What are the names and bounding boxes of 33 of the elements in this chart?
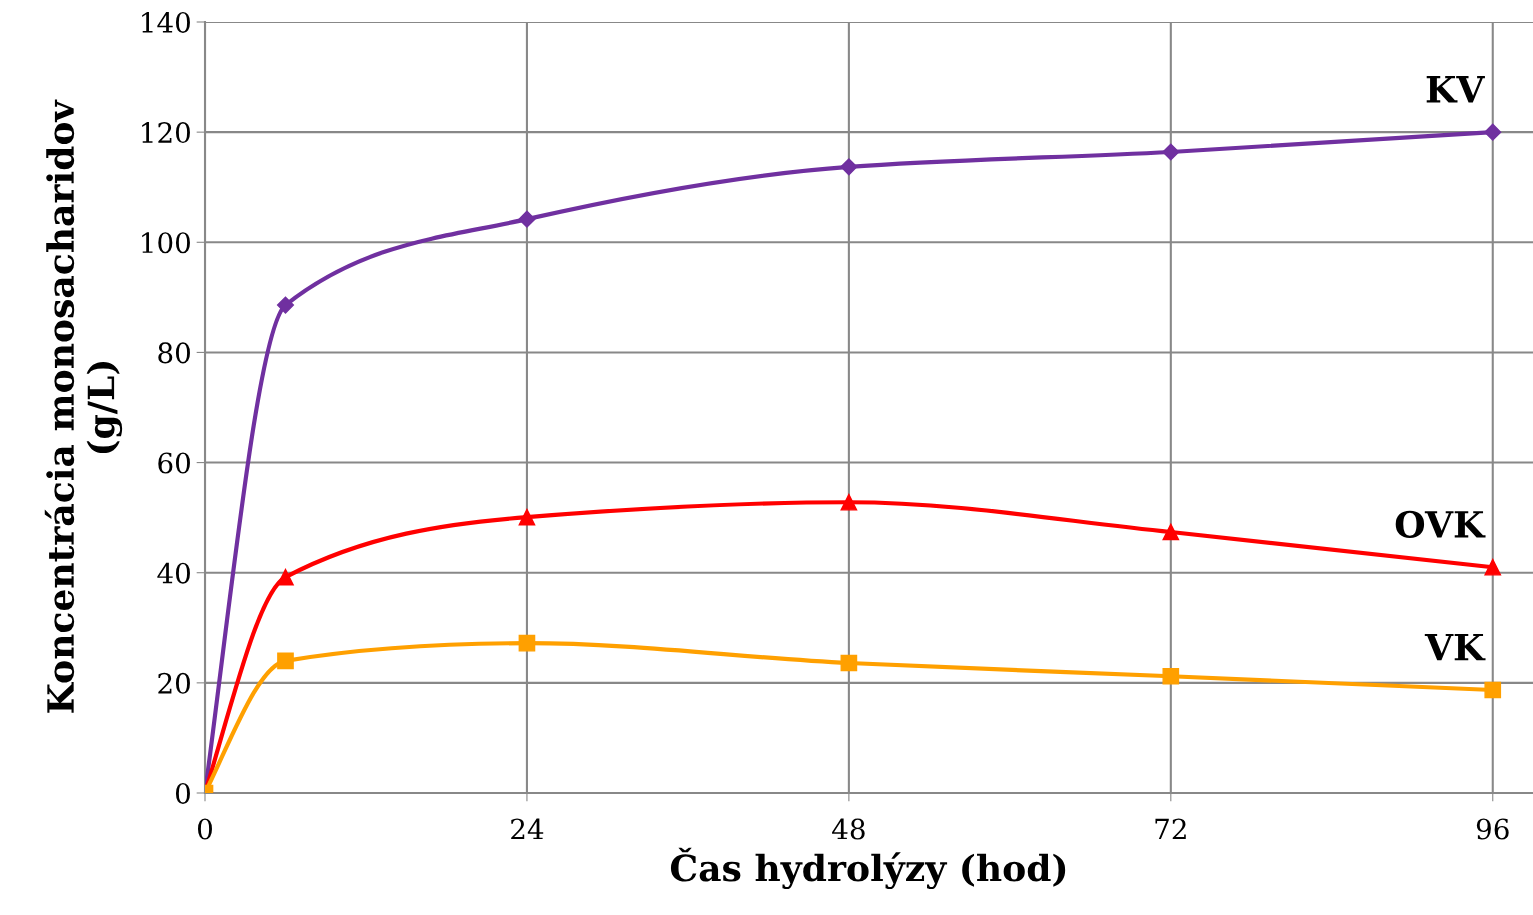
point bbox=[840, 654, 858, 672]
y-tick-label: 120 bbox=[142, 122, 190, 144]
y-tick-label: 0 bbox=[175, 782, 190, 804]
y-axis-title: Koncentrácia monosacharidov (g/L) bbox=[44, 99, 123, 713]
y-tick-label: 20 bbox=[158, 672, 190, 694]
point bbox=[518, 634, 536, 652]
series-label: VK bbox=[1424, 633, 1486, 661]
x-tick-label: 0 bbox=[197, 818, 212, 840]
x-tick-label: 48 bbox=[832, 818, 865, 840]
point bbox=[518, 210, 536, 228]
point bbox=[518, 508, 536, 526]
point bbox=[276, 296, 295, 314]
point bbox=[1162, 523, 1180, 541]
point bbox=[1162, 143, 1180, 161]
y-tick-label: 100 bbox=[142, 232, 190, 254]
point bbox=[1162, 667, 1180, 685]
x-tick-label: 96 bbox=[1476, 818, 1509, 840]
x-tick-label: 72 bbox=[1155, 818, 1186, 840]
point bbox=[840, 158, 858, 176]
point bbox=[277, 652, 294, 670]
point bbox=[1484, 558, 1502, 576]
y-tick-label: 140 bbox=[142, 11, 190, 33]
y-tick-label: 60 bbox=[158, 452, 190, 474]
y-tick-label: 80 bbox=[158, 342, 190, 364]
series-label: OVK bbox=[1395, 510, 1486, 538]
point bbox=[840, 493, 858, 511]
y-tick-label: 40 bbox=[157, 562, 190, 584]
point bbox=[1484, 681, 1502, 699]
x-axis-title: Čas hydrolýzy (hod) bbox=[670, 847, 1066, 890]
point bbox=[1484, 123, 1502, 141]
x-tick-label: 24 bbox=[511, 818, 544, 840]
series-label: KV bbox=[1426, 76, 1485, 103]
point bbox=[277, 568, 294, 586]
